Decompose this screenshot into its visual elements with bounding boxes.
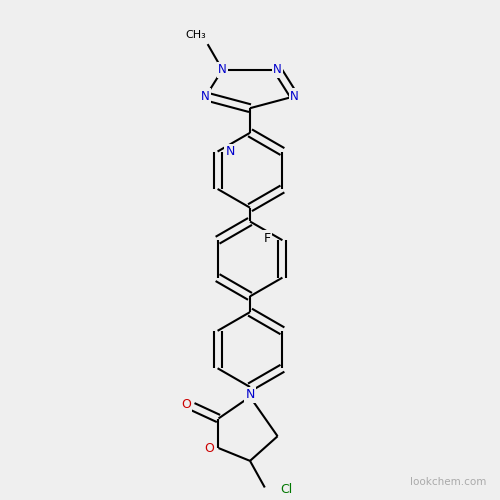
Text: N: N xyxy=(226,145,235,158)
Text: F: F xyxy=(264,232,270,244)
Text: N: N xyxy=(202,90,210,103)
Text: Cl: Cl xyxy=(280,483,293,496)
Text: N: N xyxy=(246,388,254,402)
Text: lookchem.com: lookchem.com xyxy=(410,478,486,488)
Text: O: O xyxy=(204,442,214,454)
Text: N: N xyxy=(290,90,298,103)
Text: CH₃: CH₃ xyxy=(185,30,206,40)
Text: N: N xyxy=(273,64,282,76)
Text: O: O xyxy=(181,398,191,411)
Text: N: N xyxy=(218,64,227,76)
